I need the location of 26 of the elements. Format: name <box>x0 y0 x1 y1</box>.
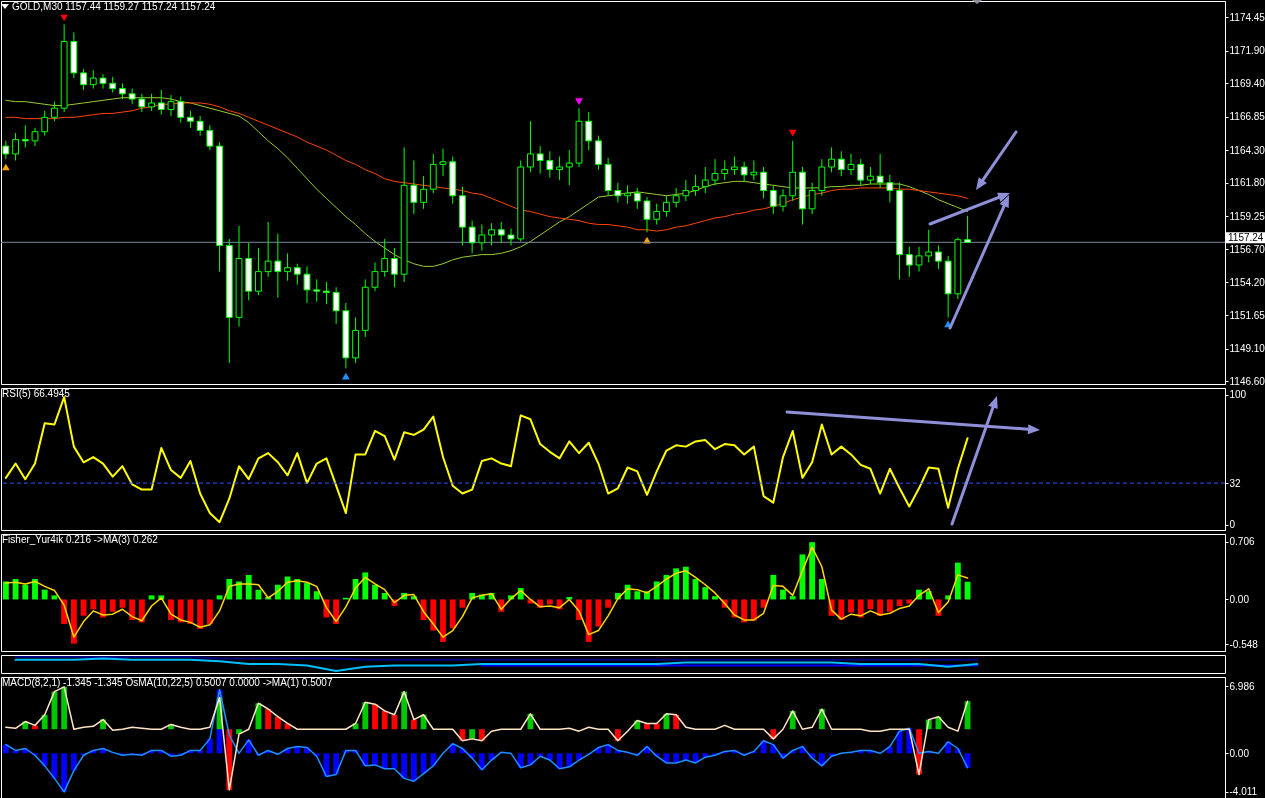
y-tick-label: 0.00 <box>1229 747 1250 759</box>
y-tick-label: 0.00 <box>1229 593 1250 605</box>
chart-title: RSI(5) 66.4945 <box>2 388 71 399</box>
chart-title: MACD(8,2,1) -1.345 -1.345 OsMA(10,22,5) 0.5007 0.0000 ->MA(1) 0.5007 <box>2 677 333 688</box>
y-tick-label: 1154.20 <box>1229 276 1265 288</box>
y-tick-label: 6.986 <box>1229 680 1255 692</box>
chart-title: GOLD,M30 1157.44 1159.27 1157.24 1157.24 <box>12 1 216 12</box>
y-tick-label: 1161.80 <box>1229 177 1265 189</box>
y-tick-label: 32 <box>1229 477 1242 489</box>
y-tick-label: 100 <box>1229 389 1247 401</box>
y-tick-label: 1171.90 <box>1229 45 1265 57</box>
y-tick-label: 1146.60 <box>1229 375 1265 387</box>
y-tick-label: 1174.45 <box>1229 11 1265 23</box>
ref-line-label: 1157.24 <box>1228 231 1264 243</box>
y-tick-label: -0.548 <box>1229 638 1259 650</box>
y-tick-label: -4.011 <box>1229 786 1258 798</box>
y-tick-label: 0 <box>1229 519 1236 531</box>
y-tick-label: 1149.10 <box>1229 343 1265 355</box>
y-tick-label: 1166.85 <box>1229 111 1265 123</box>
y-tick-label: 1164.30 <box>1229 144 1265 156</box>
y-tick-label: 1156.70 <box>1229 243 1265 255</box>
y-tick-label: 1169.40 <box>1229 77 1265 89</box>
y-tick-label: 1151.65 <box>1229 309 1265 321</box>
y-tick-label: 1159.25 <box>1229 210 1265 222</box>
chart-title: Fisher_Yur4ik 0.216 ->MA(3) 0.262 <box>2 534 159 545</box>
y-tick-label: 0.706 <box>1229 536 1255 548</box>
